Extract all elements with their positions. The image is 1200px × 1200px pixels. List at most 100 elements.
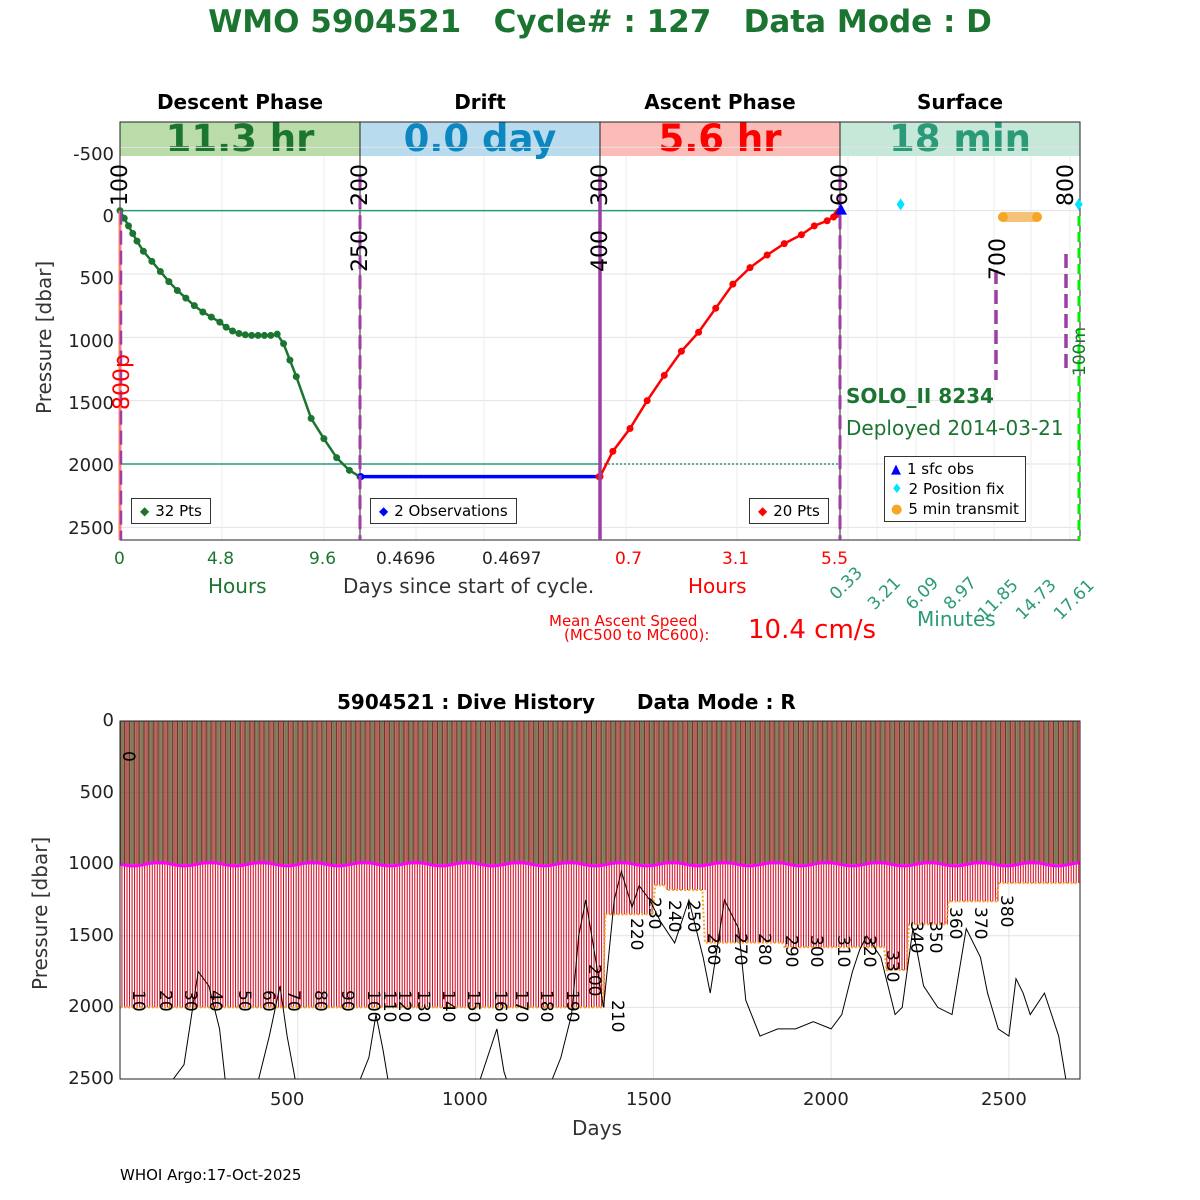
descent-point: [248, 331, 256, 339]
cycle-label: 20: [155, 989, 176, 1012]
descent-legend-marker: ◆: [140, 504, 150, 518]
legend-sfc-obs: 1 sfc obs: [907, 460, 974, 478]
descent-point: [273, 330, 281, 338]
drift-legend-marker: ◆: [379, 504, 389, 518]
annotation-800p: 800p: [110, 354, 135, 410]
cycle-label: 50: [233, 989, 254, 1012]
mean-speed-value: 10.4 cm/s: [748, 615, 877, 645]
descent-point: [286, 356, 294, 364]
page-title: WMO 5904521 Cycle# : 127 Data Mode : D: [208, 4, 992, 40]
cycle-label: 0: [118, 751, 138, 762]
cycle-label: 210: [606, 999, 627, 1033]
ascent-xtick: 0.7: [615, 549, 643, 569]
cycle-label: 80: [310, 989, 330, 1012]
footer-stamp: WHOI Argo:17-Oct-2025: [120, 1166, 302, 1184]
sfc-obs-marker: [835, 203, 847, 215]
descent-point: [120, 214, 128, 222]
descent-legend-text: 32 Pts: [155, 502, 202, 520]
descent-point: [139, 247, 147, 255]
ascent-point: [660, 371, 668, 379]
mc-label: 800: [1054, 164, 1079, 206]
cycle-label: 280: [754, 932, 775, 966]
bottom-ytick: 0: [102, 710, 114, 731]
cycle-label: 370: [969, 906, 990, 940]
descent-xtick: 0: [114, 549, 125, 569]
phase-label-descent: Descent Phase: [156, 90, 324, 114]
ascent-point: [810, 222, 818, 230]
descent-point: [307, 414, 315, 422]
cycle-label: 190: [562, 989, 583, 1023]
position-fix-marker: [896, 198, 905, 211]
bottom-ytick: 1500: [68, 925, 114, 946]
cycle-label: 40: [205, 989, 226, 1012]
ascent-point: [780, 240, 788, 248]
cycle-label: 240: [663, 899, 684, 933]
descent-point: [207, 313, 215, 321]
descent-point: [133, 237, 141, 245]
ascent-legend-marker: ◆: [758, 504, 768, 518]
mc-label: 600: [828, 164, 853, 206]
ascent-point: [695, 328, 703, 336]
bottom-plot-area: [120, 721, 1080, 1079]
top-ytick: -500: [73, 144, 114, 165]
legend-position-fix-icon: ♦: [891, 481, 903, 497]
platform-name: SOLO_II 8234: [846, 384, 994, 408]
mc-label: 700: [986, 238, 1011, 280]
cycle-label: 60: [258, 989, 279, 1012]
deployed-date: Deployed 2014-03-21: [846, 416, 1064, 440]
ascent-point: [763, 251, 771, 259]
mc-label: 400: [588, 230, 613, 272]
bottom-xtick: 2500: [981, 1089, 1027, 1110]
cycle-label: 180: [535, 989, 556, 1023]
descent-point: [260, 331, 268, 339]
cycle-label: 290: [781, 935, 802, 968]
ascent-point: [712, 304, 720, 312]
position-fix-marker: [1074, 198, 1083, 211]
descent-xtick: 9.6: [309, 549, 337, 569]
top-ytick: 1500: [68, 393, 114, 414]
mc-label: 100: [108, 164, 133, 206]
legend-transmit-icon: ●: [891, 501, 903, 517]
ascent-point: [643, 397, 651, 405]
cycle-label: 140: [438, 989, 458, 1023]
surface-legend: ▲ 1 sfc obs ♦ 2 Position fix ● 5 min transm…: [884, 456, 1026, 522]
phase-label-drift: Drift: [454, 90, 506, 114]
ascent-point: [626, 425, 634, 433]
legend-position-fix: 2 Position fix: [908, 480, 1005, 498]
phase-duration-drift: 0.0 day: [360, 120, 600, 157]
cycle-label: 260: [702, 932, 723, 966]
drift-xlabel: Days since start of cycle.: [343, 574, 595, 598]
bottom-xtick: 1500: [626, 1089, 672, 1110]
cycle-label: 10: [127, 989, 148, 1012]
mc-label: 200: [348, 164, 373, 206]
descent-point: [156, 267, 164, 275]
cycle-label: 380: [996, 895, 1017, 928]
top-ylabel: Pressure [dbar]: [32, 260, 56, 414]
cycle-label: 130: [413, 989, 434, 1023]
bottom-ytick: 2500: [68, 1068, 114, 1089]
mc-label: 300: [588, 164, 613, 206]
cycle-label: 360: [944, 906, 965, 940]
cycle-label: 300: [806, 935, 826, 968]
descent-legend: ◆ 32 Pts: [131, 498, 211, 524]
cycle-label: 230: [644, 896, 665, 930]
cycle-label: 90: [336, 989, 357, 1012]
transmit-point: [997, 212, 1008, 222]
ascent-xtick: 3.1: [722, 549, 750, 569]
ascent-line: [598, 209, 841, 478]
mc-label: 250: [348, 230, 373, 272]
ascent-point: [823, 217, 831, 225]
descent-xtick: 4.8: [207, 549, 235, 569]
descent-point: [173, 286, 181, 294]
top-ytick: 2500: [68, 518, 114, 539]
mean-speed-label: Mean Ascent Speed: [549, 612, 698, 630]
ascent-legend-text: 20 Pts: [773, 502, 820, 520]
descent-point: [199, 308, 207, 316]
ascent-point: [609, 447, 617, 455]
bottom-ytick: 2000: [68, 996, 114, 1017]
descent-point: [333, 454, 341, 462]
ascent-point: [746, 264, 754, 272]
descent-point: [254, 331, 262, 339]
descent-xlabel: Hours: [208, 574, 267, 598]
bottom-xtick: 500: [270, 1089, 305, 1110]
